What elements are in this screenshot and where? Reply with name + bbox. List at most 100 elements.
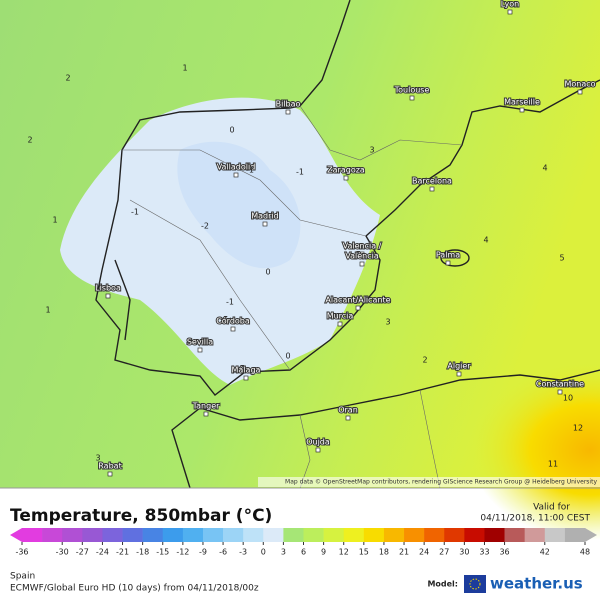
- city-marker: [243, 375, 249, 381]
- colorbar-tick-label: -24: [96, 548, 109, 557]
- city-marker: [456, 371, 462, 377]
- colorbar-segment: [464, 528, 485, 542]
- city-label: Tanger: [192, 402, 221, 411]
- contour-label: 2: [65, 74, 70, 83]
- colorbar-tick-label: 0: [261, 548, 266, 557]
- city-label: Monaco: [564, 80, 595, 89]
- colorbar-segment: [283, 528, 304, 542]
- colorbar-segment: [42, 528, 63, 542]
- city-label: Marseille: [504, 98, 540, 107]
- colorbar-segment: [303, 528, 324, 542]
- colorbar-tick-label: -27: [76, 548, 89, 557]
- colorbar-segment: [223, 528, 244, 542]
- region: Spain: [10, 572, 35, 582]
- contour-label: -1: [226, 298, 234, 307]
- city-marker: [429, 186, 435, 192]
- city-label: Sevilla: [187, 338, 213, 347]
- colorbar-segment: [263, 528, 284, 542]
- colorbar-segment: [22, 528, 43, 542]
- colorbar-tick-label: 36: [499, 548, 509, 557]
- colorbar-tick-label: -3: [239, 548, 247, 557]
- colorbar-segment: [363, 528, 385, 542]
- colorbar-tick-label: 24: [419, 548, 429, 557]
- colorbar-segment: [444, 528, 465, 542]
- colorbar-tick-label: 21: [399, 548, 409, 557]
- contour-label: 3: [95, 454, 100, 463]
- model-label: Model:: [427, 580, 458, 589]
- colorbar-tick-label: -6: [219, 548, 227, 557]
- city-marker: [359, 261, 365, 267]
- colorbar-segment: [122, 528, 143, 542]
- city-marker: [445, 260, 451, 266]
- colorbar-segment: [504, 528, 525, 542]
- city-label: Oran: [338, 406, 358, 415]
- contour-label: 10: [563, 394, 573, 403]
- colorbar-segment: [343, 528, 365, 542]
- colorbar-segment: [243, 528, 264, 542]
- colorbar-arrow-left: [10, 528, 22, 542]
- city-label: Bilbao: [276, 100, 301, 109]
- colorbar-tick-label: 15: [359, 548, 369, 557]
- city-marker: [315, 447, 321, 453]
- contour-label: 0: [229, 126, 234, 135]
- colorbar-tick-label: -9: [199, 548, 207, 557]
- contour-label: 0: [285, 352, 290, 361]
- brand[interactable]: weather.us: [490, 575, 583, 593]
- colorbar-segment: [142, 528, 164, 542]
- city-label: València: [345, 251, 379, 261]
- colorbar-tick-label: 42: [540, 548, 550, 557]
- colorbar-segment: [383, 528, 405, 542]
- colorbar-segment: [62, 528, 83, 542]
- colorbar-tick-label: -36: [15, 548, 28, 557]
- colorbar-tick-label: -15: [156, 548, 169, 557]
- colorbar-tick-label: -18: [136, 548, 149, 557]
- city-marker: [507, 9, 513, 15]
- city-marker: [577, 89, 583, 95]
- valid-time: 04/11/2018, 11:00 CEST: [480, 514, 590, 524]
- city-label: Zaragoza: [327, 166, 365, 175]
- contour-label: 3: [369, 146, 374, 155]
- colorbar-segment: [82, 528, 103, 542]
- colorbar-tick-label: 48: [580, 548, 590, 557]
- contour-label: 5: [559, 254, 564, 263]
- city-label: Murcia: [327, 312, 354, 321]
- city-label: Palma: [436, 251, 460, 260]
- city-marker: [107, 471, 113, 477]
- city-marker: [230, 326, 236, 332]
- map: [0, 0, 600, 540]
- contour-label: 1: [45, 306, 50, 315]
- contour-label: -1: [131, 208, 139, 217]
- contour-label: -1: [296, 168, 304, 177]
- city-marker: [343, 175, 349, 181]
- contour-label: 2: [27, 136, 32, 145]
- colorbar-tick-label: 27: [439, 548, 449, 557]
- colorbar-tick-label: 6: [301, 548, 306, 557]
- colorbar-segment: [424, 528, 445, 542]
- city-label: Toulouse: [394, 86, 430, 95]
- city-marker: [337, 321, 343, 327]
- colorbar-segment: [484, 528, 505, 542]
- contour-label: 11: [548, 460, 558, 469]
- colorbar-tick-label: 30: [459, 548, 469, 557]
- colorbar-tick-label: 18: [379, 548, 389, 557]
- colorbar-tick-label: -12: [176, 548, 189, 557]
- city-label: Constantine: [536, 380, 584, 389]
- city-marker: [355, 305, 361, 311]
- city-marker: [285, 109, 291, 115]
- colorbar-segment: [323, 528, 345, 542]
- colorbar-segment: [404, 528, 425, 542]
- city-label: Oujda: [306, 438, 330, 447]
- colorbar-tick-label: -21: [116, 548, 129, 557]
- contour-label: 12: [573, 424, 583, 433]
- contour-label: 2: [422, 356, 427, 365]
- colorbar-tick-label: 33: [479, 548, 489, 557]
- city-marker: [345, 415, 351, 421]
- city-label: Lyon: [501, 0, 519, 9]
- city-label: Rabat: [98, 462, 121, 471]
- city-marker: [105, 293, 111, 299]
- colorbar-tick-label: 9: [321, 548, 326, 557]
- contour-label: -2: [201, 222, 209, 231]
- city-label: Córdoba: [216, 316, 250, 326]
- colorbar-segment: [564, 528, 586, 542]
- colorbar-tick-label: -30: [56, 548, 69, 557]
